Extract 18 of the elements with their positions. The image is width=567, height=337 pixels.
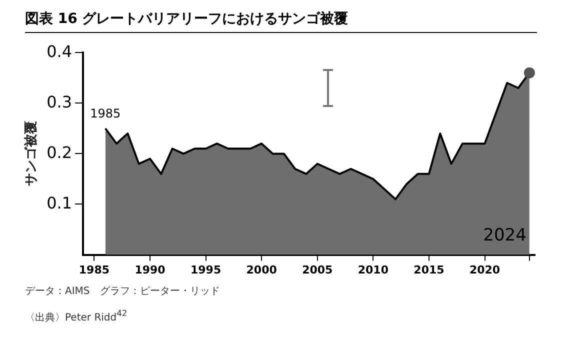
x-tick-label: 2000	[246, 263, 278, 276]
annotation: 2024	[483, 226, 526, 246]
x-tick-label: 2005	[302, 263, 333, 276]
y-tick-label: 0.3	[46, 92, 72, 112]
y-tick-label: 0.4	[46, 42, 72, 61]
text: データ：AIMS グラフ：ピーター・リッド	[25, 285, 220, 298]
x-tick-label: 1985	[78, 263, 110, 276]
chart-title: 図表 16 グレートバリアリーフにおけるサンゴ被覆	[25, 10, 537, 33]
annotation: 1985	[90, 106, 121, 121]
x-tick-label: 1990	[134, 263, 166, 276]
y-tick-label: 0.1	[46, 193, 72, 212]
x-tick-label: 1995	[190, 263, 222, 276]
x-tick-label: 2020	[469, 263, 500, 276]
y-tick-label: 0.2	[46, 142, 72, 162]
text: 〈出典〉Peter Ridd$^{42}$	[25, 308, 128, 324]
x-tick-label: 2010	[358, 263, 389, 276]
y-axis-title: サンゴ被覆	[23, 121, 40, 186]
x-tick-label: 2015	[414, 263, 444, 276]
